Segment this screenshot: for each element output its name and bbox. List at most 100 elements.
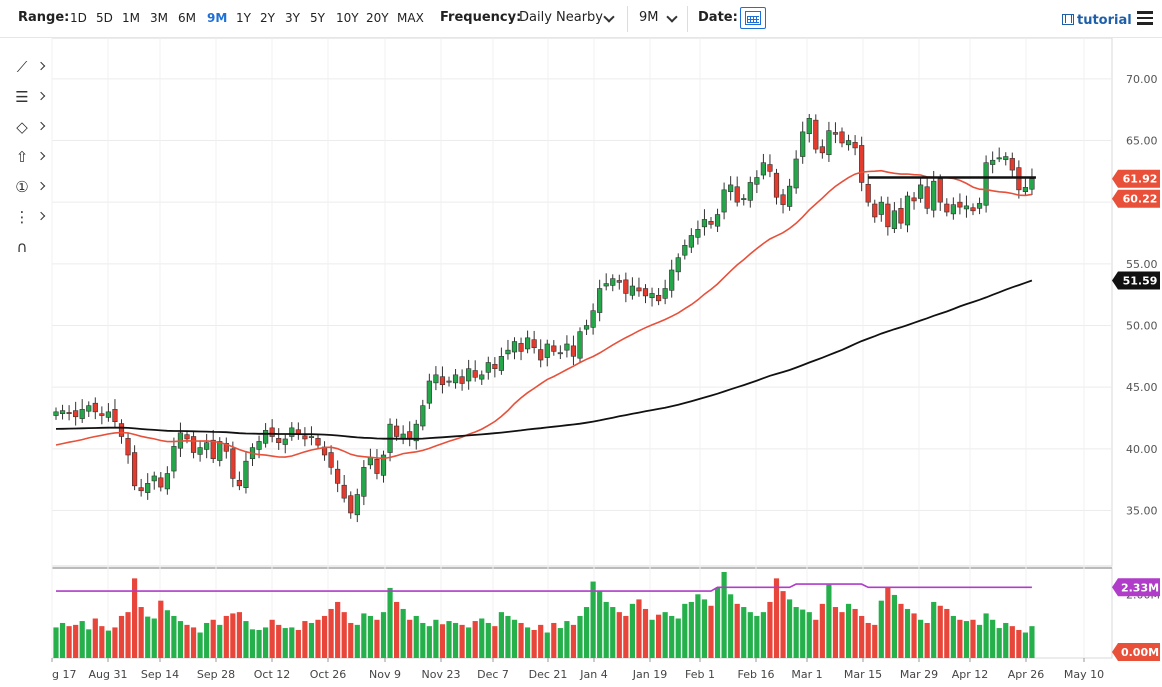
x-tick-label: Feb 1 <box>685 668 715 681</box>
volume-bar <box>911 613 917 658</box>
candle-up <box>990 159 996 165</box>
volume-bar <box>138 607 144 658</box>
candle-down <box>636 287 642 292</box>
x-tick-label: Apr 12 <box>952 668 989 681</box>
tutorial-link[interactable]: tutorial <box>1062 13 1132 28</box>
candle-down <box>112 409 118 423</box>
volume-bar <box>963 621 970 658</box>
price-badge-bg <box>1112 169 1160 188</box>
candle-down <box>66 412 72 414</box>
candle-down <box>570 345 577 357</box>
candle-up <box>963 205 970 210</box>
volume-bar <box>1003 622 1009 658</box>
candle-down <box>970 207 976 212</box>
volume-bar <box>354 624 360 658</box>
candle-down <box>911 197 917 202</box>
tool-magnet[interactable]: ∩ <box>10 236 46 258</box>
x-tick-label: Nov 9 <box>369 668 401 681</box>
period-select[interactable]: 9M <box>639 10 659 25</box>
volume-bar <box>426 626 432 658</box>
range-2y-button[interactable]: 2Y <box>260 11 275 25</box>
range-1m-button[interactable]: 1M <box>122 11 140 25</box>
candle-up <box>256 441 262 450</box>
tool-patterns[interactable]: ⋮ <box>10 206 46 228</box>
volume-bar <box>498 612 504 658</box>
candles <box>53 113 1035 523</box>
range-3y-button[interactable]: 3Y <box>285 11 300 25</box>
x-tick-label: Nov 23 <box>422 668 461 681</box>
candle-up <box>420 405 426 427</box>
candle-down <box>655 294 662 302</box>
moving-average-fast <box>55 169 1033 460</box>
candle-up <box>583 325 590 330</box>
candle-up <box>557 352 563 355</box>
candle-up <box>289 427 295 437</box>
range-5d-button[interactable]: 5D <box>96 11 113 25</box>
range-6m-button[interactable]: 6M <box>178 11 196 25</box>
candle-up <box>204 442 210 450</box>
candle-up <box>682 245 688 256</box>
tool-shapes[interactable]: ◇ <box>10 116 46 138</box>
tool-fib-levels[interactable]: ☰ <box>10 86 46 108</box>
range-1d-button[interactable]: 1D <box>70 11 87 25</box>
volume-bar <box>721 572 727 658</box>
tool-trendline[interactable]: ⟋ <box>10 56 46 78</box>
volume-bar <box>728 594 734 658</box>
tool-arrow-up[interactable]: ⇧ <box>10 146 46 168</box>
volume-bar <box>708 605 714 658</box>
volume-bar <box>950 615 956 658</box>
price-chart[interactable]: 70.0065.0060.0055.0050.0045.0040.0035.00… <box>0 38 1162 687</box>
arrow-up-icon: ⇧ <box>15 148 29 166</box>
range-1y-button[interactable]: 1Y <box>236 11 251 25</box>
volume-bar <box>590 581 596 658</box>
volume-bar <box>380 612 387 658</box>
price-badge-bg <box>1112 271 1160 290</box>
volume-bar <box>780 591 786 658</box>
volume-bar <box>806 612 812 658</box>
volume-bar <box>112 627 118 658</box>
candle-down <box>957 201 963 208</box>
fib-levels-icon: ☰ <box>15 88 29 106</box>
tool-annotation-number[interactable]: ① <box>10 176 46 198</box>
frequency-select[interactable]: Daily Nearby <box>519 10 604 25</box>
candle-down <box>335 468 341 484</box>
candle-up <box>282 438 288 445</box>
x-tick-label: Oct 12 <box>254 668 291 681</box>
price-badge: 51.59 <box>1112 271 1160 290</box>
x-tick-label: Dec 21 <box>529 668 568 681</box>
candle-up <box>917 184 924 199</box>
volume-bar <box>105 630 111 658</box>
candle-down <box>767 164 773 172</box>
chevron-down-icon[interactable] <box>603 11 615 23</box>
volume-bar <box>701 599 708 658</box>
volume-bar <box>374 619 380 658</box>
range-9m-button[interactable]: 9M <box>207 11 228 25</box>
range-10y-button[interactable]: 10Y <box>336 11 359 25</box>
calendar-icon[interactable] <box>740 7 766 29</box>
chevron-down-icon[interactable] <box>666 11 678 23</box>
volume-bar <box>236 612 242 658</box>
x-tick-label: Sep 28 <box>197 668 235 681</box>
range-20y-button[interactable]: 20Y <box>366 11 389 25</box>
candle-up <box>197 447 203 455</box>
range-max-button[interactable]: MAX <box>397 11 424 25</box>
plot-area <box>51 38 1113 567</box>
range-3m-button[interactable]: 3M <box>150 11 168 25</box>
volume-bar <box>53 627 59 658</box>
price-tick-label: 65.00 <box>1126 135 1158 148</box>
volume-bar <box>433 619 439 658</box>
candle-up <box>367 457 374 466</box>
volume-bar <box>544 632 550 658</box>
candle-up <box>669 269 675 291</box>
candle-down <box>341 484 347 499</box>
volume-bar <box>223 615 229 658</box>
candle-down <box>132 452 138 487</box>
menu-icon[interactable] <box>1137 11 1153 25</box>
date-label: Date: <box>698 10 738 25</box>
volume-bar <box>931 601 937 658</box>
range-5y-button[interactable]: 5Y <box>310 11 325 25</box>
x-tick-label: Jan 19 <box>632 668 667 681</box>
candle-down <box>708 220 714 225</box>
candle-down <box>315 438 321 446</box>
candle-up <box>675 257 681 273</box>
